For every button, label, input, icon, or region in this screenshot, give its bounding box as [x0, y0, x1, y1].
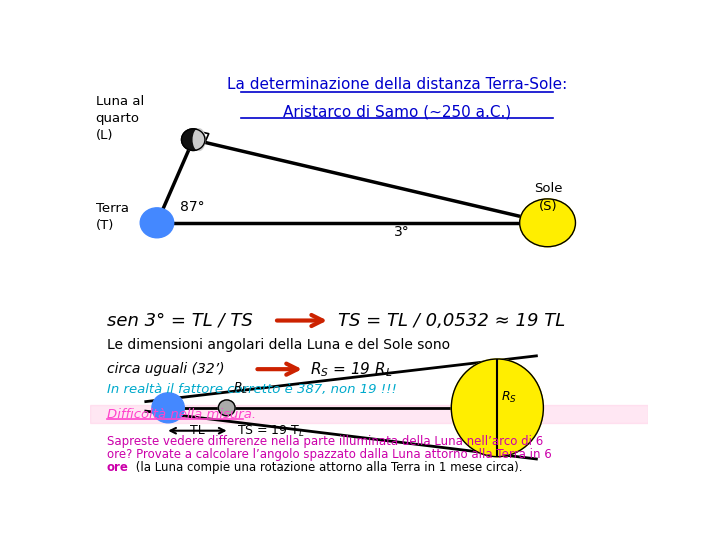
Text: La determinazione della distanza Terra-Sole:: La determinazione della distanza Terra-S… [227, 77, 567, 92]
Text: Le dimensioni angolari della Luna e del Sole sono: Le dimensioni angolari della Luna e del … [107, 339, 450, 353]
Text: $R_L$: $R_L$ [233, 381, 248, 396]
Text: In realtà il fattore corretto è 387, non 19 !!!: In realtà il fattore corretto è 387, non… [107, 383, 397, 396]
Text: Sapreste vedere differenze nella parte illuminata della Luna nell’arco di 6: Sapreste vedere differenze nella parte i… [107, 435, 543, 448]
Text: TS = 19 T$_L$: TS = 19 T$_L$ [238, 423, 305, 438]
Text: Difficoltà nella misura.: Difficoltà nella misura. [107, 408, 256, 421]
Text: Aristarco di Samo (~250 a.C.): Aristarco di Samo (~250 a.C.) [283, 104, 511, 119]
Ellipse shape [520, 199, 575, 247]
Ellipse shape [181, 129, 205, 151]
Text: TS = TL / 0,0532 ≈ 19 TL: TS = TL / 0,0532 ≈ 19 TL [338, 312, 566, 329]
Ellipse shape [193, 129, 205, 151]
Ellipse shape [140, 208, 174, 238]
Text: ore? Provate a calcolare l’angolo spazzato dalla Luna attorno alla Terra in 6: ore? Provate a calcolare l’angolo spazza… [107, 448, 552, 461]
Text: sen 3° = TL / TS: sen 3° = TL / TS [107, 312, 253, 329]
Ellipse shape [218, 400, 235, 416]
Text: Sole: Sole [534, 181, 563, 194]
Ellipse shape [181, 129, 205, 151]
Text: $R_S$: $R_S$ [500, 390, 517, 405]
Text: TL: TL [190, 424, 204, 437]
Text: 87°: 87° [181, 200, 205, 214]
Ellipse shape [152, 393, 184, 423]
Text: $R_S$ = 19 $R_L$: $R_S$ = 19 $R_L$ [310, 360, 393, 379]
Text: 3°: 3° [394, 225, 410, 239]
Text: Luna al
quarto
(L): Luna al quarto (L) [96, 96, 144, 143]
Text: (S): (S) [539, 200, 558, 213]
Text: (la Luna compie una rotazione attorno alla Terra in 1 mese circa).: (la Luna compie una rotazione attorno al… [132, 461, 523, 474]
Ellipse shape [451, 359, 544, 457]
Bar [90, 405, 648, 423]
Text: ore: ore [107, 461, 129, 474]
Text: Terra
(T): Terra (T) [96, 201, 129, 232]
Text: circa uguali (32’): circa uguali (32’) [107, 362, 224, 376]
